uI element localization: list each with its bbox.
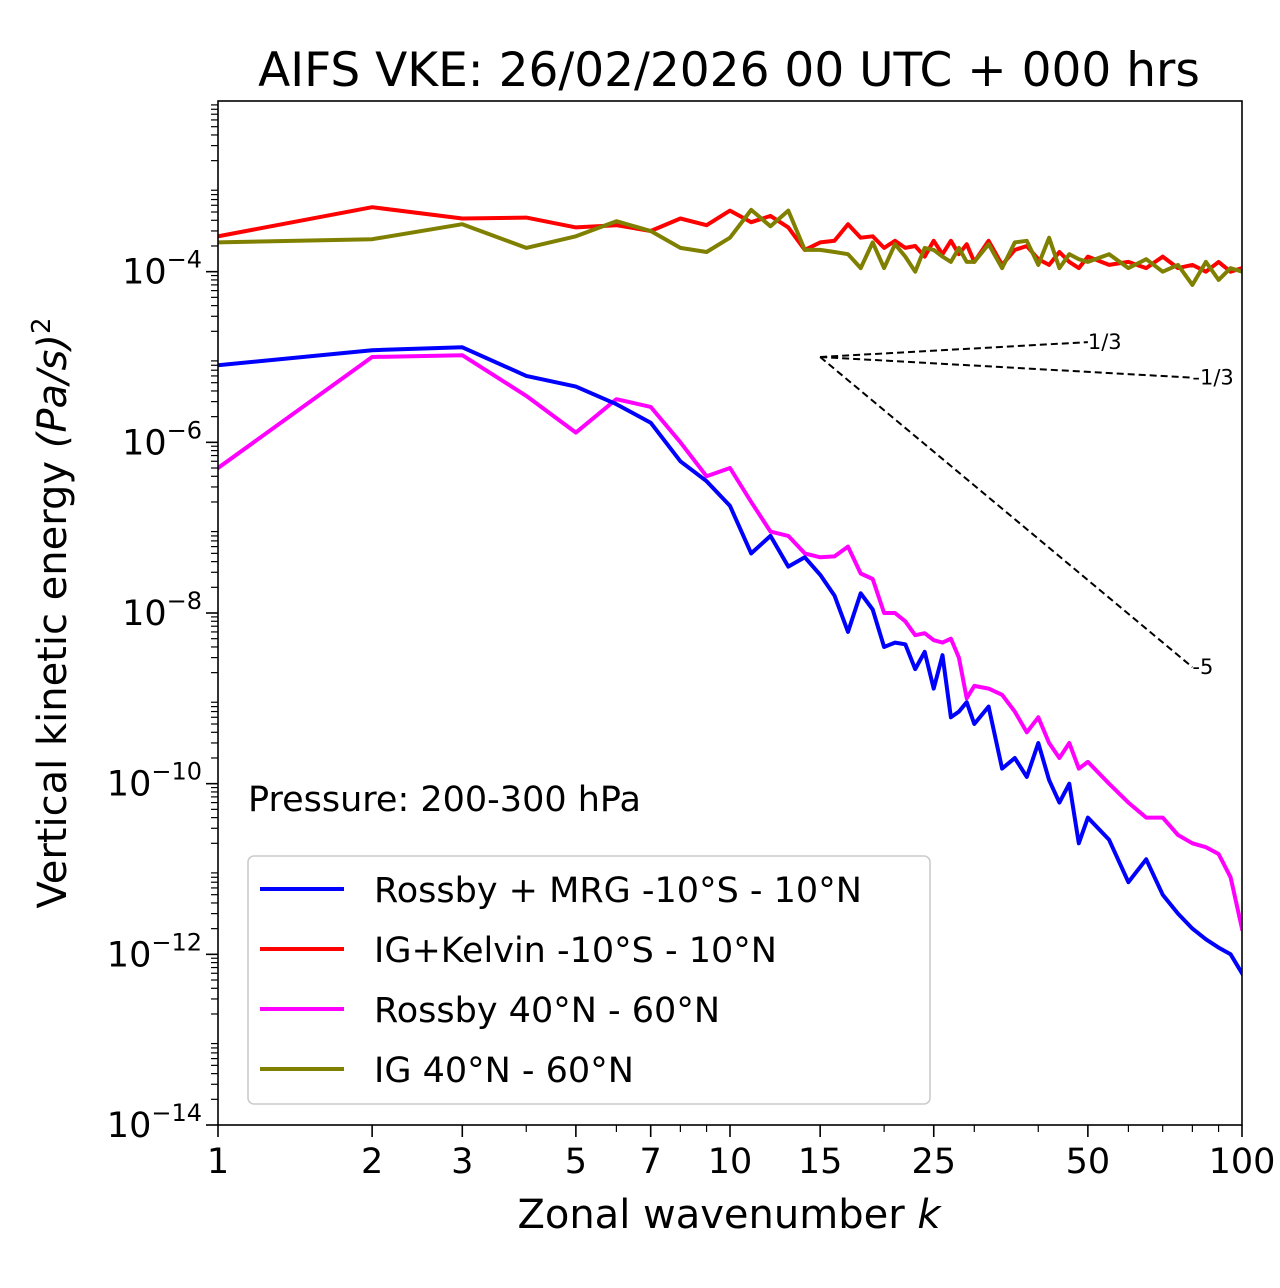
- reference-line-label: -1/3: [1192, 366, 1233, 390]
- reference-line: [819, 356, 1194, 668]
- y-tick-label: 10−10: [107, 758, 202, 805]
- x-tick-label: 5: [565, 1142, 587, 1182]
- pressure-annotation: Pressure: 200-300 hPa: [248, 780, 641, 820]
- x-tick-label: 2: [361, 1142, 383, 1182]
- plot-frame: [217, 100, 1243, 1126]
- y-axis-ticks: 10−4 10−6 10−8 10−10 10−12 10−14: [107, 246, 218, 1146]
- x-tick-label: 15: [798, 1142, 843, 1182]
- x-tick-label: 25: [911, 1142, 956, 1182]
- x-tick-label: 50: [1066, 1142, 1111, 1182]
- reference-slope-lines: 1/3 -1/3 -5: [819, 330, 1234, 679]
- reference-line-label: 1/3: [1088, 330, 1122, 354]
- reference-line: [820, 356, 1193, 379]
- x-tick-label: 10: [708, 1142, 753, 1182]
- legend-entry-label: IG+Kelvin -10°S - 10°N: [374, 931, 777, 971]
- series-line: [218, 345, 1242, 977]
- y-tick-label: 10−4: [122, 246, 202, 293]
- legend: Rossby + MRG -10°S - 10°N IG+Kelvin -10°S…: [247, 855, 931, 1105]
- series-line: [218, 207, 1242, 287]
- reference-line-label: -5: [1192, 655, 1213, 679]
- x-tick-label: 1: [207, 1142, 229, 1182]
- legend-entry-label: Rossby + MRG -10°S - 10°N: [374, 871, 862, 911]
- legend-entry-label: IG 40°N - 60°N: [374, 1051, 634, 1091]
- x-tick-label: 3: [451, 1142, 473, 1182]
- y-tick-label: 10−8: [122, 587, 202, 634]
- x-tick-label: 100: [1209, 1142, 1276, 1182]
- x-axis-ticks: 1 2 3 5 7 10 15 25 50 100: [207, 1125, 1276, 1182]
- series-line: [218, 353, 1242, 931]
- y-tick-label: 10−6: [122, 416, 202, 463]
- x-tick-label: 7: [640, 1142, 662, 1182]
- series-line: [218, 205, 1242, 274]
- legend-box: [247, 855, 931, 1105]
- y-axis-label: Vertical kinetic energy (Pa/s)2: [27, 318, 76, 909]
- chart-title: AIFS VKE: 26/02/2026 00 UTC + 000 hrs: [258, 43, 1200, 98]
- legend-entry-label: Rossby 40°N - 60°N: [374, 991, 720, 1031]
- minor-ticks: [211, 104, 1220, 1132]
- y-tick-label: 10−12: [107, 928, 202, 975]
- series-lines: [218, 205, 1242, 977]
- reference-line: [820, 341, 1088, 358]
- y-tick-label: 10−14: [107, 1099, 202, 1146]
- x-axis-label: Zonal wavenumber k: [517, 1192, 942, 1238]
